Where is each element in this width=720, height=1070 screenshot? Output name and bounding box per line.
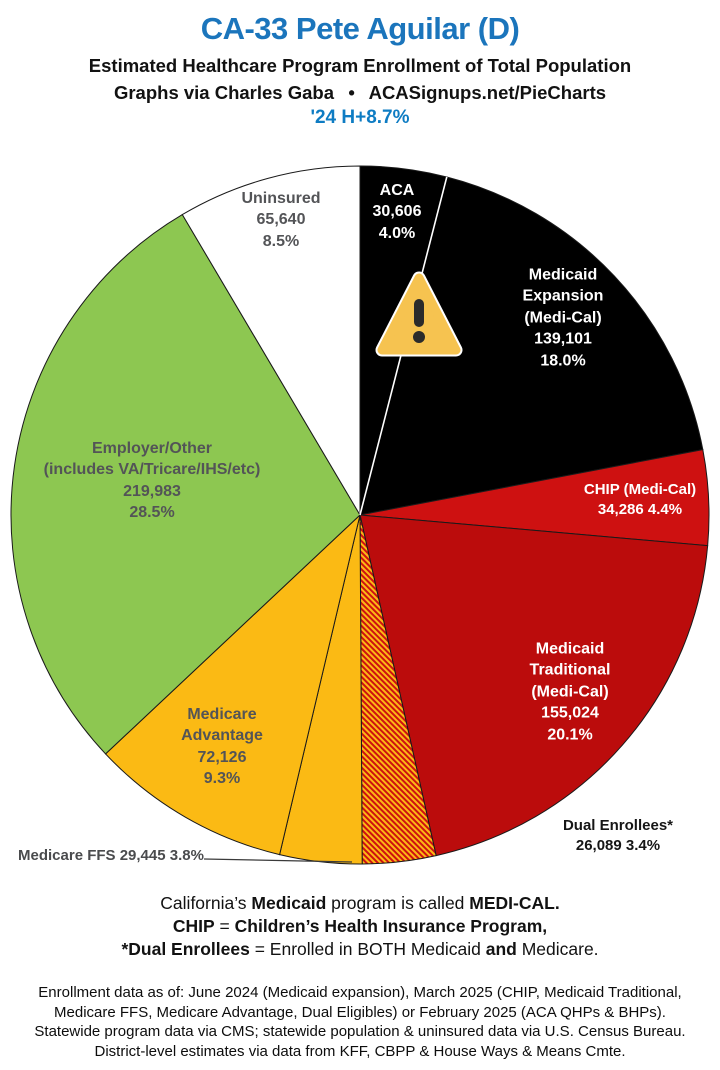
slice-label-medicaid-traditional: Medicaid Traditional (Medi-Cal) 155,024 … [529, 640, 611, 744]
chart-subtitle: Estimated Healthcare Program Enrollment … [88, 55, 632, 76]
sources-block: Enrollment data as of: June 2024 (Medica… [0, 983, 720, 1061]
note-line-1: California’s Medicaid program is called … [160, 893, 560, 913]
slice-label-dual-enrollees: Dual Enrollees* 26,089 3.4% [562, 816, 674, 854]
source-line-1: Enrollment data as of: June 2024 (Medica… [38, 984, 682, 1001]
page-title: CA-33 Pete Aguilar (D) [200, 11, 520, 46]
source-line-4: District-level estimates via data from K… [94, 1042, 626, 1060]
slice-label-medicare-advantage: Medicare Advantage 72,126 9.3% [181, 706, 263, 788]
credit-line: Graphs via Charles Gaba • ACASignups.net… [113, 82, 607, 103]
slice-label-chip: CHIP (Medi-Cal) 34,286 4.4% [583, 480, 697, 518]
slice-label-medicare-ffs: Medicare FFS 29,445 3.8% [18, 847, 204, 864]
warning-icon [375, 271, 463, 357]
pie-slice-medicaid-traditional [359, 514, 709, 857]
pie-slice-employer-other [10, 213, 361, 755]
source-line-3: Statewide program data via CMS; statewid… [34, 1023, 686, 1040]
slice-label-medicaid-expansion: Medicaid Expansion (Medi-Cal) 139,101 18… [522, 266, 604, 370]
pie-slice-uninsured [181, 165, 361, 517]
slice-label-employer-other: Employer/Other (includes VA/Tricare/IHS/… [43, 440, 261, 522]
slice-label-aca: ACA 30,606 4.0% [372, 181, 422, 242]
header: CA-33 Pete Aguilar (D) Estimated Healthc… [0, 10, 720, 129]
medicare-ffs-leader-line [203, 858, 353, 863]
pie-slice-medicare-advantage [104, 513, 361, 856]
notes-block: California’s Medicaid program is called … [0, 892, 720, 961]
source-line-2: Medicare FFS, Medicare Advantage, Dual E… [54, 1003, 666, 1021]
growth-tag: '24 H+8.7% [310, 107, 410, 128]
pie-slice-medicaid-expansion [359, 176, 704, 516]
slice-label-uninsured: Uninsured 65,640 8.5% [241, 189, 321, 250]
note-line-2: CHIP = Children’s Health Insurance Progr… [172, 916, 548, 936]
note-line-3: *Dual Enrollees = Enrolled in BOTH Medic… [121, 939, 599, 959]
